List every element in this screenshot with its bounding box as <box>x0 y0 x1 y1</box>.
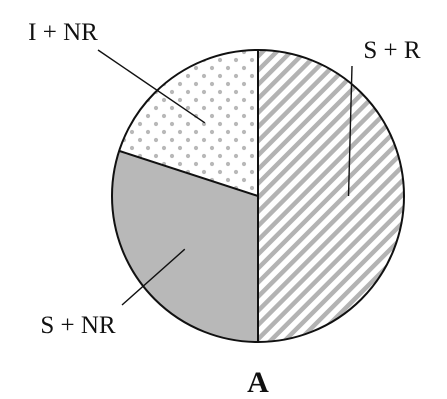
pie-slice-s-nr <box>111 150 258 342</box>
pie-slice-i-nr <box>119 50 258 196</box>
pie-callouts: S + R S + NR I + NR <box>28 19 421 339</box>
callout-leader-line <box>121 248 186 306</box>
pie-dividers <box>118 50 259 342</box>
callout-leader-line <box>347 65 353 197</box>
pie-outline <box>111 49 405 343</box>
pie-slice-s-r <box>258 50 404 342</box>
slice-label: S + NR <box>40 312 116 339</box>
slice-label: I + NR <box>28 19 98 46</box>
slice-divider <box>118 149 259 197</box>
panel-label: A <box>247 366 269 399</box>
pie-slices <box>111 50 404 342</box>
callout-leader-line <box>97 49 206 124</box>
slice-label: S + R <box>363 37 421 64</box>
